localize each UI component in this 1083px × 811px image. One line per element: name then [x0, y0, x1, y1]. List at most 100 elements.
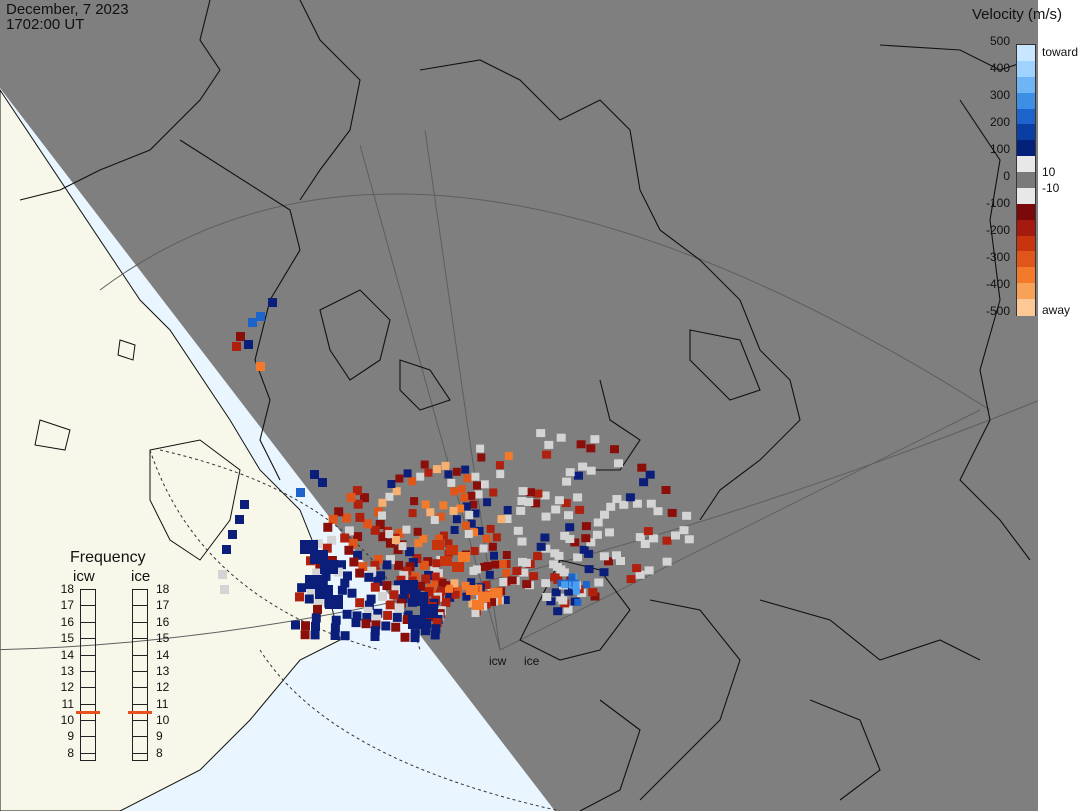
radar-echo-cell: [503, 506, 512, 514]
frequency-cell: [133, 737, 147, 754]
frequency-scale-label: 16: [156, 614, 170, 629]
radar-echo-cell: [337, 585, 347, 595]
radar-echo-cell: [441, 461, 450, 470]
radar-echo-cell: [376, 571, 386, 581]
radar-echo-cell: [550, 573, 560, 582]
frequency-scale-label: 9: [67, 729, 74, 744]
frequency-cell: [81, 672, 95, 689]
radar-echo-cell: [268, 298, 277, 307]
radar-echo-cell: [256, 312, 265, 321]
frequency-scale-label: 12: [156, 680, 170, 695]
radar-echo-cell: [421, 574, 431, 584]
radar-echo-cell: [473, 481, 481, 490]
radar-echo-cell: [408, 509, 417, 518]
colorbar-panel: [1038, 0, 1083, 811]
radar-echo-cell: [445, 584, 453, 593]
radar-echo-cell: [556, 433, 566, 442]
frequency-cell: [133, 590, 147, 607]
radar-echo-cell: [541, 579, 551, 588]
radar-echo-cell: [439, 531, 448, 540]
radar-echo-cell: [536, 542, 546, 551]
radar-echo-cell: [383, 610, 393, 620]
radar-echo-cell: [553, 607, 563, 616]
radar-echo-cell: [460, 493, 469, 502]
radar-echo-cell: [430, 630, 440, 640]
radar-echo-cell: [495, 461, 504, 470]
frequency-cell: [133, 705, 147, 722]
radar-echo-cell: [503, 515, 512, 523]
radar-echo-cell: [408, 615, 426, 629]
radar-echo-cell: [395, 528, 405, 538]
radar-echo-cell: [370, 525, 380, 535]
colorbar-segment: [1017, 283, 1035, 301]
colorbar-segment: [1017, 76, 1035, 94]
radar-echo-cell: [353, 550, 363, 560]
radar-echo-cell: [497, 515, 506, 524]
frequency-cell: [133, 606, 147, 623]
radar-echo-cell: [662, 557, 672, 566]
colorbar-tick-label: 300: [989, 88, 1010, 102]
night-region: [0, 0, 1038, 811]
radar-echo-cell: [371, 620, 381, 630]
radar-echo-cell: [536, 429, 546, 438]
radar-echo-cell: [576, 440, 586, 449]
colorbar-segment: [1017, 140, 1035, 158]
frequency-title: Frequency: [70, 549, 146, 566]
radar-echo-cell: [370, 582, 380, 592]
radar-echo-cell: [612, 495, 622, 503]
frequency-scale-label: 8: [67, 745, 74, 760]
radar-echo-cell: [614, 459, 623, 468]
radar-echo-cell: [470, 547, 479, 555]
radar-echo-cell: [542, 450, 552, 459]
radar-echo-cell: [424, 468, 433, 477]
radar-echo-cell: [575, 505, 585, 514]
radar-echo-cell: [584, 565, 594, 574]
radar-echo-cell: [362, 613, 372, 622]
radar-echo-cell: [625, 493, 635, 502]
colorbar-tick-label: -100: [985, 196, 1010, 210]
radar-echo-cell: [395, 603, 405, 613]
colorbar-segment: [1017, 172, 1035, 189]
radar-echo-cell: [312, 568, 322, 578]
radar-echo-cell: [499, 578, 508, 586]
radar-echo-cell: [348, 538, 358, 548]
colorbar-tick-label: -500: [985, 304, 1010, 318]
radar-echo-cell: [330, 631, 340, 640]
frequency-scale-label: 9: [156, 729, 163, 744]
radar-echo-cell: [579, 545, 589, 554]
radar-echo-cell: [337, 560, 346, 570]
radar-echo-cell: [434, 534, 443, 543]
radar-echo-cell: [533, 552, 543, 561]
frequency-scale-label: 8: [156, 745, 163, 760]
radar-echo-cell: [637, 463, 647, 472]
radar-echo-cell: [430, 516, 439, 524]
radar-echo-cell: [389, 590, 399, 600]
radar-echo-cell: [400, 580, 418, 594]
zero-minus-label: -10: [1042, 181, 1060, 195]
frequency-scale-label: 14: [60, 647, 74, 662]
radar-echo-cell: [361, 619, 371, 629]
radar-echo-cell: [318, 580, 328, 589]
radar-echo-cell: [490, 551, 498, 560]
frequency-scale-label: 10: [60, 713, 74, 728]
radar-echo-cell: [492, 533, 501, 542]
radar-echo-cell: [671, 531, 680, 540]
radar-echo-cell: [640, 540, 650, 548]
frequency-cell: [133, 672, 147, 689]
radar-echo-cell: [228, 530, 237, 539]
radar-echo-cell: [462, 502, 471, 511]
radar-echo-cell: [610, 445, 619, 454]
radar-echo-cell: [513, 526, 523, 535]
radar-echo-cell: [446, 545, 458, 555]
colorbar-segment: [1017, 299, 1035, 316]
radar-echo-cell: [586, 444, 596, 453]
radar-echo-cell: [533, 489, 543, 498]
radar-echo-cell: [574, 471, 583, 480]
radar-echo-cell: [353, 532, 363, 542]
radar-echo-cell: [661, 486, 671, 494]
radar-echo-cell: [310, 630, 320, 640]
radar-echo-cell: [419, 534, 428, 543]
radar-echo-cell: [334, 507, 344, 517]
radar-echo-cell: [430, 564, 440, 574]
radar-echo-cell: [394, 560, 404, 570]
